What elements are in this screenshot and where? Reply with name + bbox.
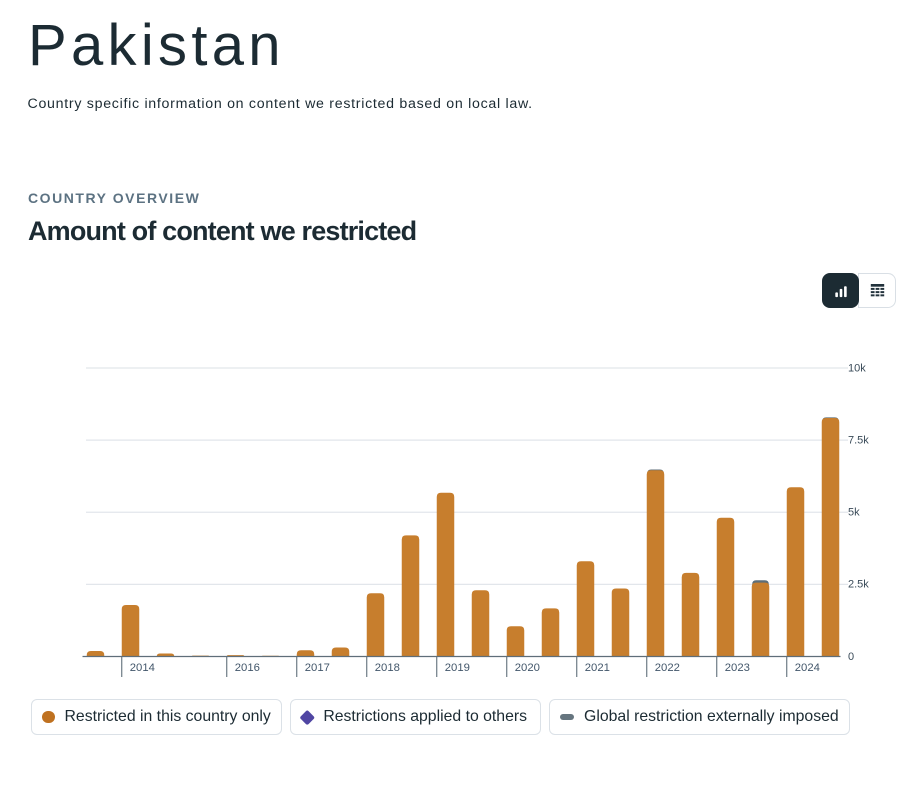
svg-text:10k: 10k: [848, 362, 866, 374]
svg-text:0: 0: [848, 651, 854, 663]
svg-text:7.5k: 7.5k: [848, 434, 869, 446]
svg-text:2019: 2019: [445, 662, 470, 674]
svg-text:2023: 2023: [725, 662, 750, 674]
svg-text:2014: 2014: [130, 662, 155, 674]
svg-text:2018: 2018: [375, 662, 400, 674]
svg-text:2017: 2017: [305, 662, 330, 674]
svg-text:2024: 2024: [795, 662, 820, 674]
svg-text:2020: 2020: [515, 662, 540, 674]
svg-text:2.5k: 2.5k: [848, 579, 869, 591]
svg-text:2021: 2021: [585, 662, 610, 674]
svg-text:2022: 2022: [655, 662, 680, 674]
svg-text:5k: 5k: [848, 507, 860, 519]
svg-text:2016: 2016: [235, 662, 260, 674]
